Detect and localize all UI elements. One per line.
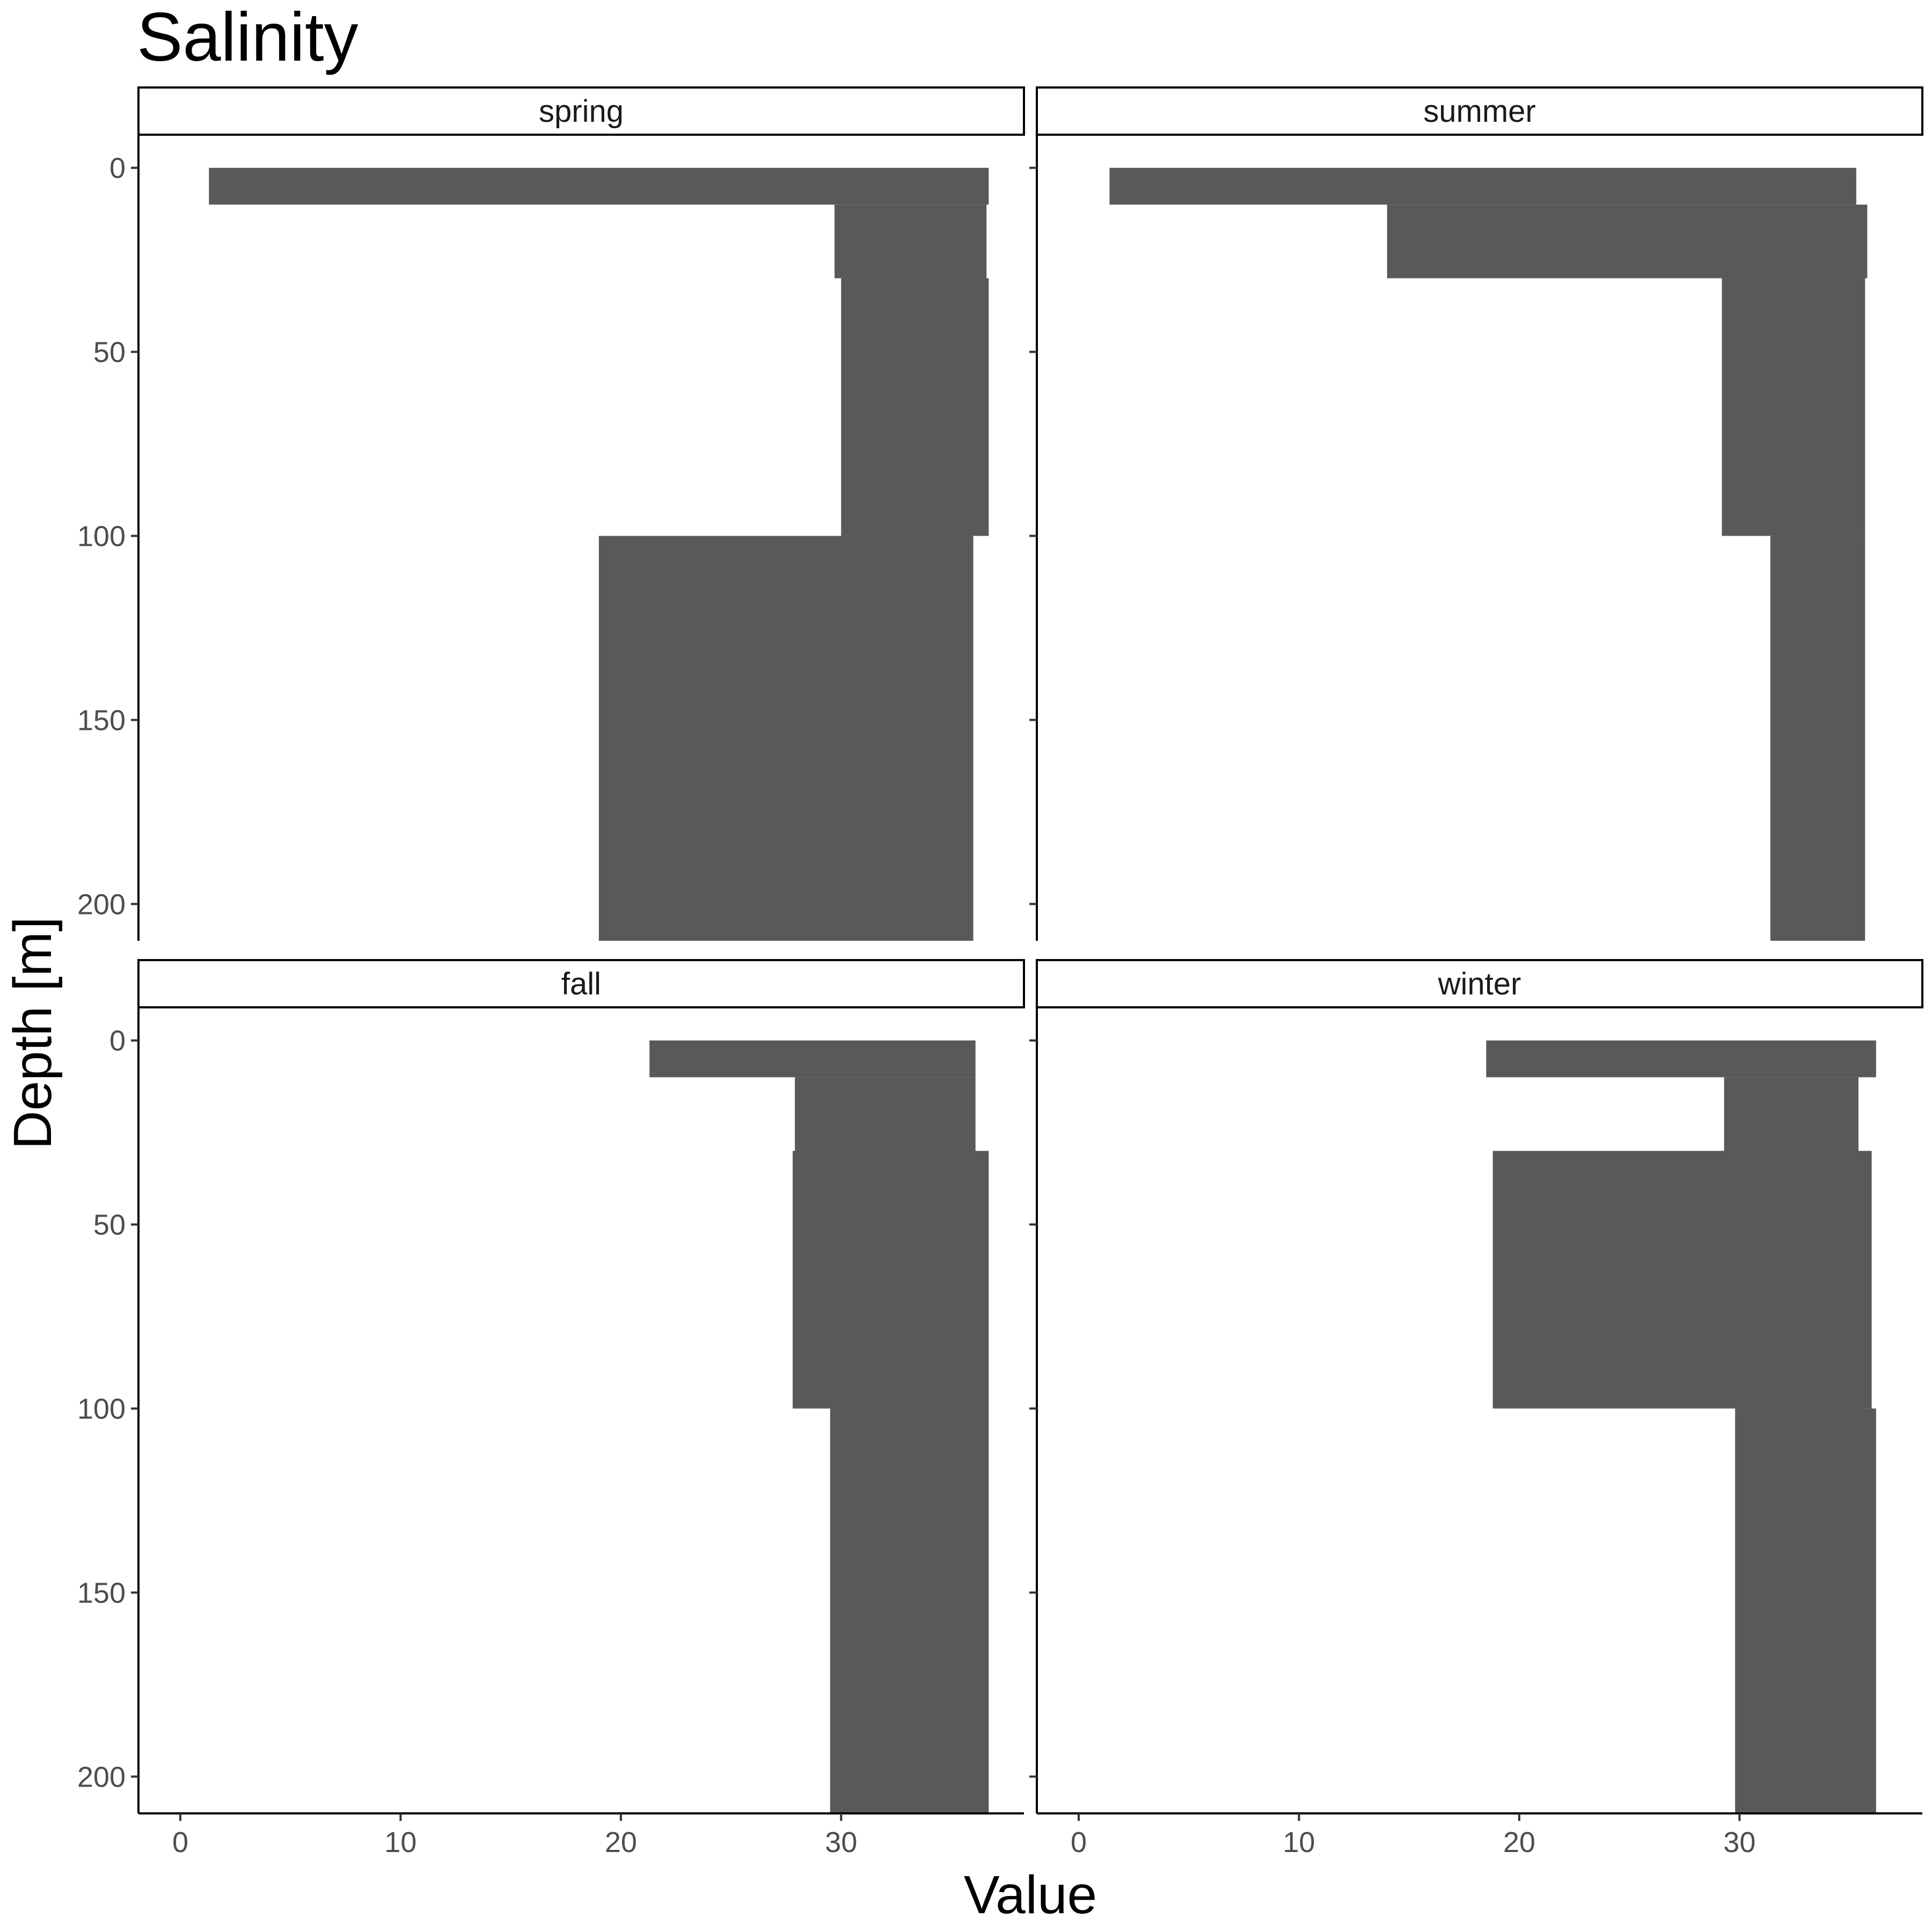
strip-label-fall: fall: [561, 967, 601, 1001]
y-tick-label: 0: [109, 1025, 126, 1057]
facet-panel-summer: summer: [1029, 86, 1923, 941]
x-axis-title: Value: [964, 1865, 1097, 1925]
y-tick-label: 50: [93, 1209, 126, 1241]
bar-fall-10-30: [795, 1077, 976, 1151]
x-tick-label: 30: [1723, 1826, 1755, 1858]
x-tick-label: 10: [384, 1826, 416, 1858]
bar-summer-0-10: [1109, 167, 1856, 205]
x-tick-label: 20: [605, 1826, 637, 1858]
bar-fall-0-10: [649, 1040, 976, 1078]
y-tick-label: 150: [77, 1577, 126, 1609]
x-tick-label: 30: [825, 1826, 857, 1858]
chart-title: Salinity: [137, 0, 358, 76]
y-tick-label: 100: [77, 1393, 126, 1425]
strip-label-spring: spring: [539, 94, 624, 129]
bar-winter-0-10: [1486, 1040, 1876, 1078]
bar-spring-10-30: [835, 204, 987, 279]
x-tick-label: 0: [172, 1826, 188, 1858]
y-tick-label: 150: [77, 704, 126, 736]
strip-label-winter: winter: [1438, 967, 1521, 1001]
facet-panel-winter: winter 0 10 20 30: [1029, 959, 1923, 1858]
strip-winter: [1036, 959, 1923, 1008]
bar-summer-30-100: [1722, 278, 1865, 536]
bar-spring-30-100: [841, 278, 989, 536]
bar-winter-100-210: [1735, 1408, 1876, 1813]
facet-panels: spring050100150200summerfall050100150200…: [77, 86, 1923, 1858]
bar-spring-100-210: [598, 536, 974, 941]
y-tick-label: 200: [77, 888, 126, 920]
y-tick-label: 100: [77, 521, 126, 553]
bar-fall-30-100: [793, 1151, 989, 1409]
bar-fall-100-210: [830, 1408, 989, 1813]
bar-summer-100-210: [1770, 536, 1865, 941]
bar-spring-0-10: [209, 167, 989, 205]
x-tick-label: 0: [1071, 1826, 1087, 1858]
y-tick-label: 0: [109, 152, 126, 185]
bar-summer-10-30: [1387, 204, 1868, 279]
strip-fall: [137, 959, 1025, 1008]
y-axis-title: Depth [m]: [3, 917, 63, 1150]
y-tick-label: 50: [93, 336, 126, 369]
strip-spring: [137, 86, 1025, 136]
x-tick-label: 20: [1503, 1826, 1535, 1858]
x-tick-label: 10: [1283, 1826, 1315, 1858]
bar-winter-10-30: [1724, 1077, 1858, 1151]
strip-label-summer: summer: [1423, 94, 1535, 129]
facet-panel-spring: spring 0 50 100 150 200: [77, 86, 1025, 941]
facet-panel-fall: fall 0 50 100 150 200 0 10 20 30: [77, 959, 1025, 1858]
y-tick-label: 200: [77, 1761, 126, 1793]
strip-summer: [1036, 86, 1923, 136]
bar-winter-30-100: [1492, 1151, 1872, 1409]
